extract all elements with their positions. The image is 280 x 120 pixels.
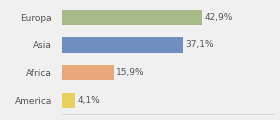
Text: 42,9%: 42,9%: [205, 13, 233, 22]
Bar: [62, 37, 183, 53]
Text: 4,1%: 4,1%: [78, 96, 101, 105]
Bar: [62, 10, 202, 25]
Text: 37,1%: 37,1%: [186, 41, 214, 49]
Bar: [62, 93, 75, 108]
Bar: [62, 65, 114, 80]
Text: 15,9%: 15,9%: [116, 68, 145, 77]
